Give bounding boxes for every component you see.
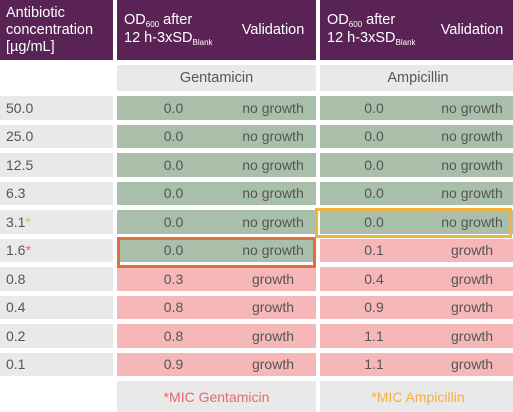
gentamicin-validation-cell: growth xyxy=(230,295,316,319)
gentamicin-validation-cell: no growth xyxy=(230,96,316,120)
gentamicin-od-cell: 0.0 xyxy=(117,238,230,262)
od-subscript-blank: Blank xyxy=(395,38,416,47)
gentamicin-od-cell: 0.8 xyxy=(117,295,230,319)
ampicillin-validation-cell: growth xyxy=(428,295,513,319)
ampicillin-validation-cell: growth xyxy=(428,352,513,376)
mic-ampicillin-marker: * xyxy=(25,213,31,230)
subheader-gentamicin: Gentamicin xyxy=(117,65,316,91)
gentamicin-validation-cell: no growth xyxy=(230,124,316,148)
ampicillin-od-cell: 0.1 xyxy=(320,238,428,262)
ampicillin-od-cell: 0.0 xyxy=(320,124,428,148)
gentamicin-od-cell: 0.9 xyxy=(117,352,230,376)
header-concentration-line: Antibiotic xyxy=(6,4,65,21)
ampicillin-od-cell: 1.1 xyxy=(320,352,428,376)
od-line2: 12 h-3xSD xyxy=(327,30,396,46)
concentration-cell: 0.4 xyxy=(0,295,113,319)
ampicillin-od-cell: 0.0 xyxy=(320,181,428,205)
gentamicin-validation-cell: no growth xyxy=(230,210,316,234)
gentamicin-validation-cell: growth xyxy=(230,267,316,291)
gentamicin-validation-cell: no growth xyxy=(230,181,316,205)
gentamicin-validation-cell: no growth xyxy=(230,238,316,262)
concentration-cell: 12.5 xyxy=(0,153,113,177)
footer-mic-gentamicin: *MIC Gentamicin xyxy=(117,381,316,412)
ampicillin-validation-cell: no growth xyxy=(428,124,513,148)
gentamicin-validation-cell: growth xyxy=(230,352,316,376)
gentamicin-validation-cell: no growth xyxy=(230,153,316,177)
gentamicin-od-cell: 0.0 xyxy=(117,96,230,120)
concentration-cell: 50.0 xyxy=(0,96,113,120)
ampicillin-validation-cell: no growth xyxy=(428,210,513,234)
ampicillin-od-cell: 0.0 xyxy=(320,96,428,120)
header-od-gentamicin: OD600 after 12 h-3xSDBlank xyxy=(117,0,230,60)
ampicillin-validation-cell: growth xyxy=(428,324,513,348)
footer-mic-ampicillin: *MIC Ampicillin xyxy=(320,381,513,412)
concentration-cell: 0.1 xyxy=(0,352,113,376)
od-label: OD xyxy=(327,12,349,28)
ampicillin-validation-cell: no growth xyxy=(428,153,513,177)
ampicillin-od-cell: 0.9 xyxy=(320,295,428,319)
concentration-cell: 0.8 xyxy=(0,267,113,291)
od-after: after xyxy=(159,12,193,28)
od-subscript-blank: Blank xyxy=(192,38,213,47)
concentration-cell: 6.3 xyxy=(0,181,113,205)
gentamicin-od-cell: 0.8 xyxy=(117,324,230,348)
concentration-cell: 3.1 * xyxy=(0,210,113,234)
ampicillin-validation-cell: no growth xyxy=(428,181,513,205)
header-validation-ampicillin: Validation xyxy=(428,0,513,60)
gentamicin-od-cell: 0.0 xyxy=(117,124,230,148)
concentration-cell: 25.0 xyxy=(0,124,113,148)
gentamicin-od-cell: 0.0 xyxy=(117,181,230,205)
ampicillin-od-cell: 0.0 xyxy=(320,153,428,177)
gentamicin-od-cell: 0.0 xyxy=(117,153,230,177)
header-od-ampicillin: OD600 after 12 h-3xSDBlank xyxy=(320,0,428,60)
od-line2: 12 h-3xSD xyxy=(124,30,193,46)
header-validation-gentamicin: Validation xyxy=(230,0,316,60)
od-label: OD xyxy=(124,12,146,28)
subheader-ampicillin: Ampicillin xyxy=(320,65,513,91)
od-subscript: 600 xyxy=(348,20,363,29)
ampicillin-validation-cell: no growth xyxy=(428,96,513,120)
gentamicin-od-cell: 0.0 xyxy=(117,210,230,234)
ampicillin-od-cell: 0.0 xyxy=(320,210,428,234)
concentration-cell: 1.6 * xyxy=(0,238,113,262)
header-concentration-line: [µg/mL] xyxy=(6,38,55,55)
od-after: after xyxy=(362,12,396,28)
header-concentration-line: concentration xyxy=(6,21,94,38)
ampicillin-od-cell: 0.4 xyxy=(320,267,428,291)
header-concentration: Antibiotic concentration [µg/mL] xyxy=(0,0,113,60)
gentamicin-od-cell: 0.3 xyxy=(117,267,230,291)
ampicillin-od-cell: 1.1 xyxy=(320,324,428,348)
mic-gentamicin-marker: * xyxy=(25,242,31,259)
od-subscript: 600 xyxy=(145,20,160,29)
ampicillin-validation-cell: growth xyxy=(428,238,513,262)
ampicillin-validation-cell: growth xyxy=(428,267,513,291)
gentamicin-validation-cell: growth xyxy=(230,324,316,348)
concentration-cell: 0.2 xyxy=(0,324,113,348)
